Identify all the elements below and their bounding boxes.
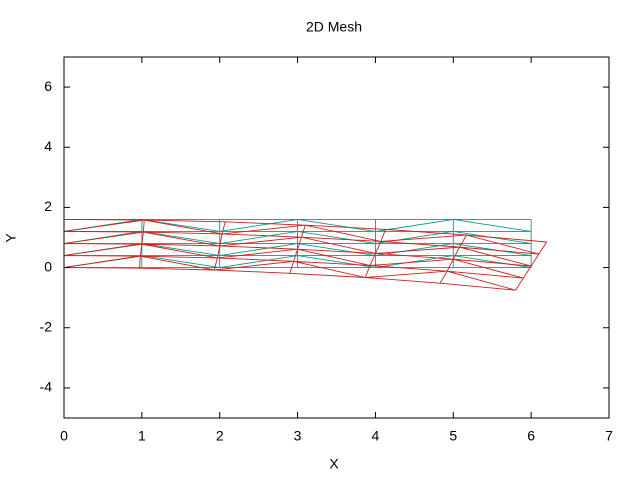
x-tick-label: 2: [216, 428, 224, 444]
chart-title: 2D Mesh: [306, 19, 362, 35]
x-tick-label: 7: [605, 428, 613, 444]
x-tick-label: 6: [527, 428, 535, 444]
y-tick-label: 4: [44, 138, 52, 154]
plot-border: [63, 56, 610, 419]
y-tick-label: -4: [40, 379, 53, 395]
y-axis-label: Y: [3, 233, 19, 243]
x-axis-label: X: [329, 456, 339, 472]
y-tick-label: 2: [44, 198, 52, 214]
x-tick-label: 3: [294, 428, 302, 444]
x-tick-label: 5: [449, 428, 457, 444]
x-tick-label: 0: [60, 428, 68, 444]
x-tick-label: 4: [372, 428, 380, 444]
y-tick-label: -2: [40, 318, 53, 334]
x-tick-label: 1: [138, 428, 146, 444]
y-tick-label: 6: [44, 78, 52, 94]
y-tick-label: 0: [44, 258, 52, 274]
